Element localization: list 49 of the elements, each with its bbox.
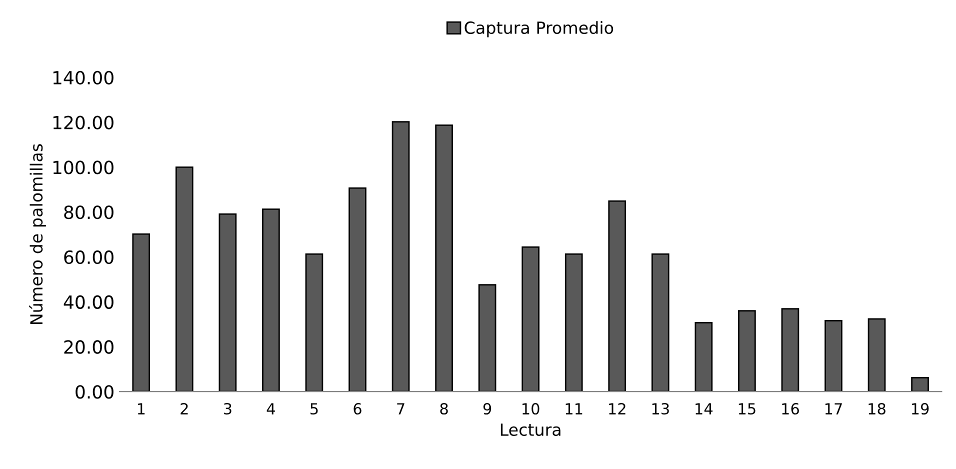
x-tick-label: 5 (310, 403, 318, 415)
x-tick-label: 19 (912, 402, 929, 415)
bar (651, 253, 670, 392)
x-tick-label: 8 (440, 402, 448, 415)
bar (522, 246, 540, 392)
y-tick-label: 120.00 (53, 116, 114, 130)
y-tick-label: 80.00 (64, 206, 114, 220)
bar (694, 322, 713, 392)
x-tick-label: 14 (696, 403, 713, 414)
x-tick-label: 10 (522, 402, 540, 415)
bar (781, 308, 800, 392)
x-tick-label: 11 (566, 403, 582, 414)
bar (262, 208, 280, 392)
bar (348, 187, 366, 392)
bar (175, 166, 194, 392)
x-tick-label: 9 (483, 402, 492, 415)
y-tick-label: 20.00 (64, 340, 114, 354)
y-tick-label: 40.00 (64, 295, 114, 309)
bar (392, 121, 410, 392)
y-axis-title: Número de palomillas (29, 144, 46, 324)
bar (868, 318, 886, 392)
x-tick-label: 4 (266, 403, 275, 414)
bar (738, 310, 756, 392)
x-tick-label: 3 (224, 402, 232, 415)
bar (564, 253, 583, 392)
y-tick-label: 0.00 (76, 385, 114, 399)
x-tick-label: 2 (180, 402, 188, 414)
bar (132, 233, 150, 392)
y-tick-label: 140.00 (53, 70, 114, 84)
bar (218, 213, 237, 392)
x-tick-label: 1 (138, 403, 145, 414)
bar (478, 284, 496, 392)
bar (824, 320, 842, 392)
x-tick-label: 18 (868, 402, 886, 415)
x-tick-label: 15 (738, 403, 756, 415)
bar (435, 124, 453, 392)
bar (608, 200, 626, 392)
x-tick-label: 12 (609, 402, 626, 414)
y-tick-label: 100.00 (53, 160, 114, 174)
x-tick-label: 13 (652, 402, 669, 415)
x-tick-label: 16 (782, 402, 799, 415)
y-tick-label: 60.00 (64, 250, 114, 264)
x-axis-title: Lectura (500, 424, 560, 436)
x-tick-label: 7 (397, 403, 404, 414)
x-tick-label: 6 (354, 402, 362, 415)
legend-label: Captura Promedio (464, 21, 614, 38)
x-tick-label: 17 (825, 403, 842, 414)
bar (305, 253, 324, 392)
bar (911, 377, 929, 392)
